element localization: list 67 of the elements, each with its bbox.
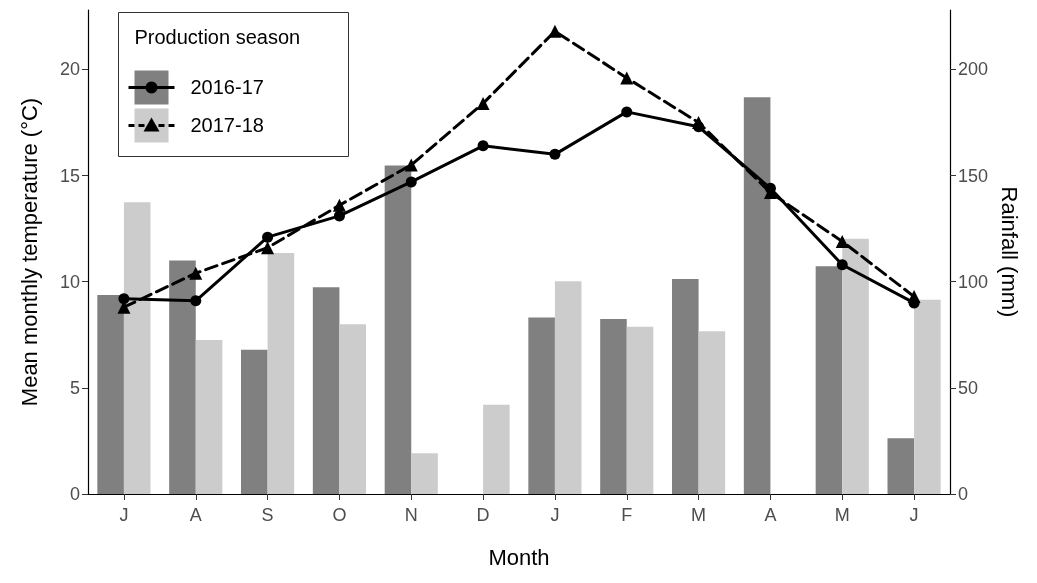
bar <box>123 202 151 494</box>
y2-tick-label: 0 <box>958 484 969 504</box>
point <box>404 158 418 172</box>
bar <box>600 319 627 494</box>
x-tick-label: N <box>404 505 418 525</box>
bar <box>384 165 412 494</box>
bar <box>411 453 438 494</box>
point <box>477 140 489 152</box>
x-tick-label: M <box>834 505 850 525</box>
x-tick-label: A <box>189 505 202 525</box>
x-tick-label: J <box>550 505 560 525</box>
bar <box>743 97 771 494</box>
y-tick-label: 20 <box>59 59 80 80</box>
bar <box>554 281 582 494</box>
legend-title: Production season <box>134 25 301 48</box>
bar <box>483 404 510 494</box>
bar <box>195 339 223 494</box>
point <box>907 290 921 304</box>
y2-axis-title: Rainfall (mm) <box>997 186 1023 318</box>
y-axis-title: Mean monthly temperature (°C) <box>16 97 42 407</box>
bar <box>169 260 196 494</box>
bar <box>267 253 295 494</box>
bar <box>914 299 941 494</box>
x-tick-label: D <box>476 505 490 525</box>
y-tick-label: 5 <box>69 377 80 398</box>
bar <box>672 278 699 494</box>
point <box>835 234 849 248</box>
bar <box>528 317 555 494</box>
y-tick-label: 15 <box>59 165 80 186</box>
point <box>549 148 561 160</box>
point <box>620 71 634 85</box>
y2-tick-label: 50 <box>958 377 979 398</box>
point <box>548 24 562 38</box>
bar <box>97 295 124 494</box>
legend-label: 2016-17 <box>190 75 264 98</box>
y-tick-label: 0 <box>69 484 80 504</box>
bar <box>312 287 340 494</box>
x-tick-label: M <box>691 505 707 525</box>
point <box>118 293 130 305</box>
bar <box>842 238 869 494</box>
x-tick-label: S <box>261 505 274 525</box>
x-axis-title: Month <box>488 544 550 570</box>
x-tick-label: J <box>119 505 129 525</box>
point <box>836 259 848 271</box>
bar <box>887 438 915 494</box>
point <box>261 241 275 255</box>
legend-label: 2017-18 <box>190 113 264 136</box>
point <box>332 198 346 212</box>
point <box>189 266 203 280</box>
bar <box>698 331 726 494</box>
x-tick-label: J <box>909 505 919 525</box>
point <box>262 231 274 243</box>
point <box>476 96 490 110</box>
point <box>405 176 417 188</box>
x-tick-label: F <box>621 505 633 525</box>
bar <box>241 349 268 494</box>
x-tick-label: O <box>332 505 347 525</box>
bar <box>815 266 843 494</box>
point <box>621 106 633 118</box>
y2-tick-label: 150 <box>958 165 989 186</box>
bar <box>626 326 654 494</box>
y2-tick-label: 200 <box>958 59 989 80</box>
y-tick-label: 10 <box>59 271 80 292</box>
point <box>190 295 202 307</box>
x-tick-label: A <box>764 505 777 525</box>
bar <box>339 324 366 494</box>
y2-tick-label: 100 <box>958 271 989 292</box>
